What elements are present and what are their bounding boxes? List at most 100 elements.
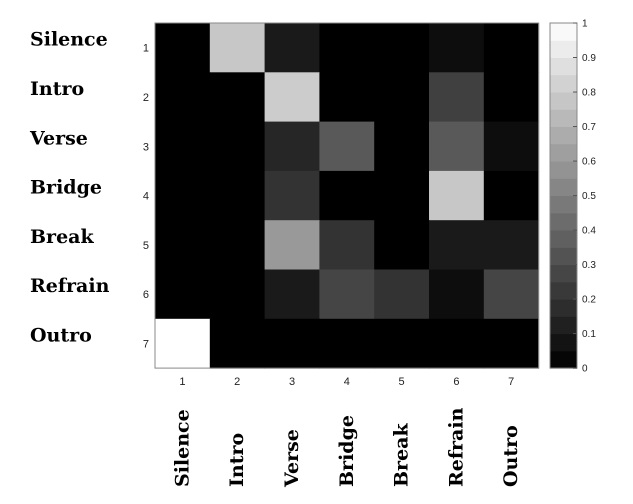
colorbar-step-17 [550, 74, 577, 93]
heatmap-cell-r4-c4 [319, 170, 375, 221]
colorbar-step-7 [550, 247, 577, 266]
row-tick-6: 6 [143, 289, 149, 301]
colorbar-step-1 [550, 350, 577, 369]
colorbar-step-4 [550, 299, 577, 317]
heatmap-cell-r7-c4 [319, 318, 375, 369]
colorbar-tick-0.9: 0.9 [582, 53, 596, 64]
heatmap-cell-r6-c6 [429, 269, 485, 320]
colorbar-step-14 [550, 126, 577, 145]
heatmap-cell-r5-c3 [264, 220, 320, 270]
column-tick-1: 1 [179, 376, 185, 388]
colorbar-step-12 [550, 161, 577, 179]
row-tick-2: 2 [143, 92, 149, 104]
colorbar-step-6 [550, 264, 577, 283]
column-label-bridge: Bridge [336, 415, 358, 487]
colorbar: 0 0.1 0.2 0.3 0.4 0.5 0.6 0.7 0.8 0.9 1 [549, 19, 596, 375]
heatmap-cell-r7-c3 [264, 318, 320, 369]
heatmap-cell-r3-c4 [319, 121, 375, 172]
colorbar-step-15 [550, 109, 577, 128]
colorbar-step-10 [550, 195, 577, 214]
heatmap-cell-r1-c4 [319, 23, 375, 73]
heatmap-cell-r4-c7 [483, 170, 540, 221]
heatmap-cell-r6-c1 [155, 269, 211, 320]
heatmap-cell-r6-c2 [209, 269, 266, 320]
row-tick-4: 4 [143, 191, 149, 203]
heatmap-cell-r7-c5 [374, 318, 430, 369]
heatmap-cell-r2-c4 [319, 72, 375, 123]
heatmap-cell-r4-c1 [155, 170, 211, 221]
heatmap-cell-r6-c5 [374, 269, 430, 320]
row-tick-5: 5 [143, 240, 149, 252]
heatmap-cell-r3-c5 [374, 121, 430, 172]
row-label-outro: Outro [30, 324, 92, 346]
heatmap-cells [155, 23, 540, 369]
column-tick-labels: 1 2 3 4 5 6 7 [179, 376, 514, 388]
row-label-intro: Intro [30, 78, 84, 100]
heatmap-cell-r7-c7 [483, 318, 540, 369]
colorbar-tick-0.3: 0.3 [582, 260, 596, 271]
colorbar-tick-0.4: 0.4 [582, 226, 596, 237]
colorbar-tick-0.1: 0.1 [582, 329, 596, 340]
heatmap-cell-r2-c6 [429, 72, 485, 123]
heatmap-cell-r2-c7 [483, 72, 540, 123]
heatmap-cell-r5-c1 [155, 220, 211, 270]
heatmap-cell-r1-c1 [155, 23, 211, 73]
heatmap-cell-r7-c2 [209, 318, 266, 369]
colorbar-tick-0.6: 0.6 [582, 157, 596, 168]
column-label-verse: Verse [281, 429, 303, 488]
column-label-silence: Silence [171, 409, 193, 487]
row-tick-7: 7 [143, 338, 149, 350]
column-tick-6: 6 [453, 376, 459, 388]
colorbar-tick-0.8: 0.8 [582, 88, 596, 99]
heatmap-cell-r2-c1 [155, 72, 211, 123]
heatmap-cell-r7-c6 [429, 318, 485, 369]
colorbar-step-13 [550, 143, 577, 162]
row-tick-1: 1 [143, 43, 149, 55]
column-label-refrain: Refrain [445, 407, 467, 487]
row-label-refrain: Refrain [30, 275, 110, 297]
column-label-intro: Intro [226, 433, 248, 487]
colorbar-step-11 [550, 178, 577, 197]
heatmap-cell-r6-c7 [483, 269, 540, 320]
row-state-labels: Silence Intro Verse Bridge Break Refrain Outro [29, 29, 110, 347]
heatmap-cell-r5-c5 [374, 220, 430, 270]
heatmap-cell-r3-c6 [429, 121, 485, 172]
heatmap-cell-r1-c6 [429, 23, 485, 73]
heatmap-cell-r3-c2 [209, 121, 266, 172]
heatmap-cell-r2-c2 [209, 72, 266, 123]
heatmap-cell-r6-c4 [319, 269, 375, 320]
heatmap-cell-r5-c6 [429, 220, 485, 270]
colorbar-step-5 [550, 281, 577, 300]
colorbar-tick-1: 1 [582, 19, 588, 30]
heatmap-cell-r3-c7 [483, 121, 540, 172]
column-label-break: Break [391, 423, 413, 487]
colorbar-step-16 [550, 92, 577, 110]
heatmap-cell-r4-c6 [429, 170, 485, 221]
column-tick-3: 3 [289, 376, 295, 388]
heatmap-cell-r6-c3 [264, 269, 320, 320]
heatmap-cell-r1-c7 [483, 23, 540, 73]
column-tick-7: 7 [508, 376, 514, 388]
column-label-outro: Outro [500, 425, 522, 487]
colorbar-tick-0.7: 0.7 [582, 122, 596, 133]
column-tick-4: 4 [344, 376, 350, 388]
heatmap-cell-r1-c5 [374, 23, 430, 73]
colorbar-tick-0.5: 0.5 [582, 191, 596, 202]
row-label-bridge: Bridge [30, 177, 102, 199]
heatmap-cell-r4-c2 [209, 170, 266, 221]
colorbar-step-18 [550, 57, 577, 76]
colorbar-tick-0: 0 [582, 364, 588, 375]
colorbar-step-19 [550, 40, 577, 58]
heatmap-cell-r5-c7 [483, 220, 540, 270]
row-label-silence: Silence [30, 29, 108, 51]
heatmap-cell-r4-c5 [374, 170, 430, 221]
colorbar-step-9 [550, 212, 577, 231]
colorbar-tick-0.2: 0.2 [582, 295, 596, 306]
heatmap-cell-r5-c4 [319, 220, 375, 270]
heatmap-cell-r1-c2 [209, 23, 266, 73]
heatmap-cell-r7-c1 [155, 318, 211, 369]
row-tick-labels: 1 2 3 4 5 6 7 [143, 43, 149, 351]
column-state-labels: Silence Intro Verse Bridge Break Refrain Outro [171, 407, 522, 488]
heatmap-cell-r5-c2 [209, 220, 266, 270]
